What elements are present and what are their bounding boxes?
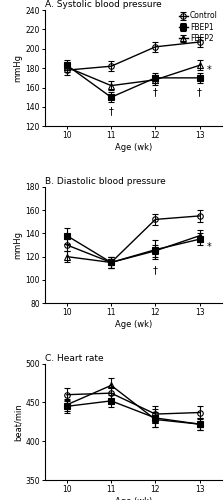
X-axis label: Age (wk): Age (wk) [115, 143, 152, 152]
Text: A. Systolic blood pressure: A. Systolic blood pressure [45, 0, 162, 9]
Text: †: † [109, 106, 114, 116]
Y-axis label: mmHg: mmHg [14, 231, 23, 259]
X-axis label: Age (wk): Age (wk) [115, 320, 152, 329]
Y-axis label: beat/min: beat/min [13, 403, 23, 440]
Legend: Control, FBEP1, FBEP2: Control, FBEP1, FBEP2 [179, 12, 218, 43]
Text: †: † [153, 265, 158, 275]
Text: C. Heart rate: C. Heart rate [45, 354, 103, 363]
Text: †: † [153, 88, 158, 98]
Text: *: * [206, 65, 211, 75]
Text: †: † [197, 88, 202, 98]
Text: *: * [206, 242, 211, 252]
X-axis label: Age (wk): Age (wk) [115, 496, 152, 500]
Text: B. Diastolic blood pressure: B. Diastolic blood pressure [45, 177, 166, 186]
Y-axis label: mmHg: mmHg [14, 54, 23, 82]
